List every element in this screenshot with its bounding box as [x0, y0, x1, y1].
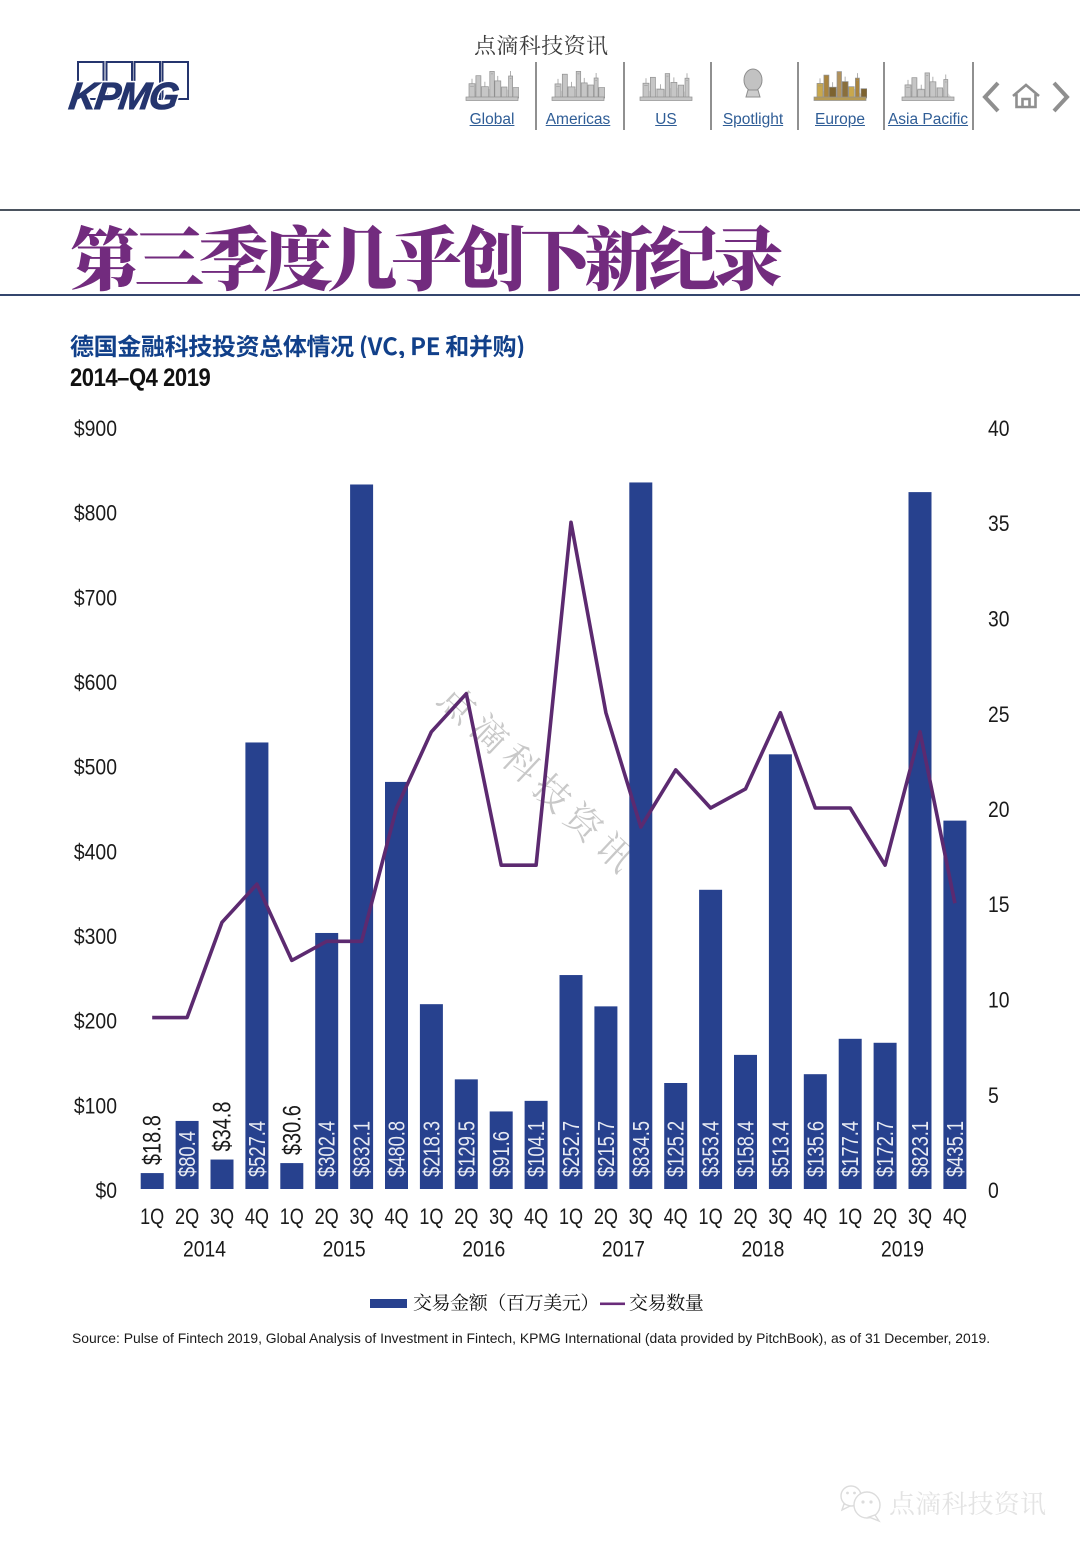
svg-text:2Q: 2Q	[733, 1204, 757, 1229]
svg-text:$34.8: $34.8	[209, 1102, 237, 1152]
svg-text:$18.8: $18.8	[139, 1115, 167, 1165]
svg-text:$0: $0	[96, 1178, 118, 1203]
svg-text:$172.7: $172.7	[872, 1121, 898, 1177]
svg-text:4Q: 4Q	[803, 1204, 827, 1229]
svg-text:$527.4: $527.4	[244, 1121, 270, 1177]
svg-text:1Q: 1Q	[280, 1204, 304, 1229]
svg-text:30: 30	[988, 607, 1010, 632]
svg-text:1Q: 1Q	[838, 1204, 862, 1229]
svg-text:$834.5: $834.5	[628, 1121, 654, 1177]
svg-text:2014: 2014	[183, 1237, 226, 1262]
svg-text:KPMG: KPMG	[66, 75, 181, 118]
svg-text:$823.1: $823.1	[907, 1121, 933, 1177]
svg-text:$252.7: $252.7	[558, 1121, 584, 1177]
svg-text:$600: $600	[74, 670, 117, 695]
svg-text:10: 10	[988, 988, 1010, 1013]
svg-text:$435.1: $435.1	[942, 1121, 968, 1177]
svg-text:$302.4: $302.4	[314, 1121, 340, 1177]
svg-text:KPMG: KPMG	[66, 75, 181, 118]
svg-text:2017: 2017	[602, 1237, 645, 1262]
svg-text:20: 20	[988, 797, 1010, 822]
svg-text:$129.5: $129.5	[453, 1121, 479, 1177]
svg-text:1Q: 1Q	[559, 1204, 583, 1229]
svg-text:1Q: 1Q	[419, 1204, 443, 1229]
svg-text:1Q: 1Q	[140, 1204, 164, 1229]
svg-text:0: 0	[988, 1178, 999, 1203]
svg-text:3Q: 3Q	[768, 1204, 792, 1229]
svg-text:$100: $100	[74, 1093, 117, 1118]
svg-text:1Q: 1Q	[699, 1204, 723, 1229]
svg-text:$135.6: $135.6	[802, 1121, 828, 1177]
svg-text:4Q: 4Q	[524, 1204, 548, 1229]
svg-text:2016: 2016	[462, 1237, 505, 1262]
svg-text:$104.1: $104.1	[523, 1121, 549, 1177]
svg-text:$30.6: $30.6	[278, 1105, 306, 1155]
svg-text:2Q: 2Q	[175, 1204, 199, 1229]
svg-text:2019: 2019	[881, 1237, 924, 1262]
svg-text:$200: $200	[74, 1009, 117, 1034]
svg-text:2018: 2018	[741, 1237, 784, 1262]
svg-text:$400: $400	[74, 839, 117, 864]
svg-text:35: 35	[988, 511, 1010, 536]
svg-text:3Q: 3Q	[210, 1204, 234, 1229]
svg-text:2Q: 2Q	[315, 1204, 339, 1229]
svg-text:2Q: 2Q	[454, 1204, 478, 1229]
svg-text:3Q: 3Q	[489, 1204, 513, 1229]
svg-text:$158.4: $158.4	[733, 1121, 759, 1177]
svg-text:$177.4: $177.4	[837, 1121, 863, 1177]
svg-text:$215.7: $215.7	[593, 1121, 619, 1177]
svg-text:3Q: 3Q	[629, 1204, 653, 1229]
svg-text:2Q: 2Q	[873, 1204, 897, 1229]
svg-text:$218.3: $218.3	[418, 1121, 444, 1177]
svg-text:$80.4: $80.4	[174, 1131, 200, 1177]
svg-text:$500: $500	[74, 755, 117, 780]
svg-text:$480.8: $480.8	[384, 1121, 410, 1177]
svg-text:4Q: 4Q	[664, 1204, 688, 1229]
svg-text:15: 15	[988, 892, 1010, 917]
svg-text:$353.4: $353.4	[698, 1121, 724, 1177]
svg-text:4Q: 4Q	[245, 1204, 269, 1229]
svg-text:$125.2: $125.2	[663, 1121, 689, 1177]
svg-text:40: 40	[988, 416, 1010, 441]
svg-text:$700: $700	[74, 585, 117, 610]
svg-text:$832.1: $832.1	[349, 1121, 375, 1177]
svg-text:$91.6: $91.6	[488, 1131, 514, 1177]
svg-text:$800: $800	[74, 501, 117, 526]
svg-text:5: 5	[988, 1083, 999, 1108]
svg-text:3Q: 3Q	[350, 1204, 374, 1229]
svg-text:2Q: 2Q	[594, 1204, 618, 1229]
svg-text:4Q: 4Q	[384, 1204, 408, 1229]
svg-text:$300: $300	[74, 924, 117, 949]
svg-text:2015: 2015	[323, 1237, 366, 1262]
svg-text:25: 25	[988, 702, 1010, 727]
svg-text:$900: $900	[74, 416, 117, 441]
svg-text:$513.4: $513.4	[767, 1121, 793, 1177]
svg-text:3Q: 3Q	[908, 1204, 932, 1229]
svg-text:4Q: 4Q	[943, 1204, 967, 1229]
